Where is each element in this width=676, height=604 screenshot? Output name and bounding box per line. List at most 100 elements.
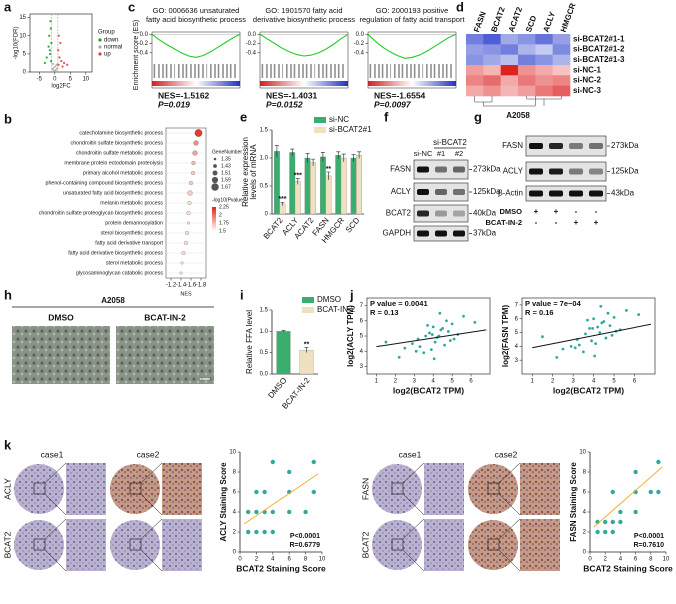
tissue-core <box>372 520 422 570</box>
point <box>430 333 434 336</box>
x-tick-label: 5 <box>69 77 73 83</box>
annotation: R = 0.13 <box>370 308 399 317</box>
x-axis-label: log2FC <box>51 84 71 90</box>
dot <box>188 180 194 186</box>
annotation: R = 0.16 <box>525 308 554 317</box>
y-tick-label: 3 <box>360 364 364 370</box>
point <box>58 56 61 59</box>
legend-title: GeneNumber <box>212 149 242 155</box>
bar <box>325 175 332 215</box>
blot-strip <box>525 161 607 182</box>
x-tick-label: 0 <box>53 77 57 83</box>
color-bar <box>212 227 216 230</box>
y-tick-label: -0.2 <box>138 41 149 47</box>
x-tick-label: 2 <box>255 557 259 563</box>
point <box>424 334 428 338</box>
annotation: R=0.7610 <box>633 542 664 549</box>
point <box>439 328 443 332</box>
case-label: case1 <box>41 449 64 459</box>
x-axis-label: BCAT2 Staining Score <box>583 563 673 573</box>
point <box>443 343 446 347</box>
size-label: 40kDa <box>473 209 497 218</box>
point <box>608 324 612 328</box>
dot <box>179 271 183 275</box>
barcode <box>153 64 236 78</box>
y-tick-label: 0 <box>265 212 269 218</box>
size-key-label: 1.67 <box>221 184 231 190</box>
color-bar <box>212 211 216 214</box>
point <box>577 343 581 347</box>
x-tick-label: 6 <box>634 557 638 563</box>
treatment-label: DMSO <box>500 207 523 216</box>
y-tick-label: 0.0 <box>260 372 269 378</box>
point <box>441 327 445 330</box>
panel-letter: k <box>4 437 12 452</box>
band <box>453 189 465 195</box>
x-tick-label: 1 <box>375 379 379 385</box>
size-label: 125kDa <box>473 187 501 196</box>
treatment-sign: - <box>555 218 558 227</box>
point <box>270 529 275 535</box>
bar <box>356 155 363 215</box>
x-tick-label: 6 <box>288 557 292 563</box>
category-label: catecholamine biosynthetic process <box>79 130 163 136</box>
legend-title: Group <box>98 30 115 36</box>
y-axis-label: -log10(FDR) <box>14 26 20 59</box>
x-tick-label: 8 <box>649 557 653 563</box>
legend-swatch <box>314 117 326 123</box>
x-tick-label: 2 <box>394 379 398 385</box>
heat-cell <box>500 85 519 97</box>
heat-cell <box>552 44 571 55</box>
category-label: sterol biosynthetic process <box>101 230 164 236</box>
y-tick-label: 10 <box>229 450 236 456</box>
point <box>422 351 426 355</box>
point <box>599 304 603 308</box>
heat-cell <box>483 34 501 45</box>
y-tick-label: 6 <box>515 316 519 322</box>
gsea-title: fatty acid biosynthetic process <box>146 15 246 24</box>
point <box>270 509 275 515</box>
band <box>453 166 465 173</box>
band <box>589 190 603 197</box>
heat-cell <box>518 44 536 55</box>
point <box>246 509 251 515</box>
error-bar <box>274 145 279 157</box>
error-bar <box>311 158 316 166</box>
y-axis-label: Enrichment score (ES) <box>133 20 140 90</box>
band <box>549 168 563 175</box>
color-key-label: 1.5 <box>219 228 226 234</box>
point <box>592 317 596 321</box>
legend-swatch <box>302 307 314 313</box>
point <box>633 509 638 515</box>
point <box>433 340 437 344</box>
y-axis-label: log2(ACLY TPM) <box>346 305 355 367</box>
category-label: phenol-containing compound biosynthetic … <box>46 180 164 186</box>
category-label: chondroitin sulfate metabolic process <box>76 150 164 156</box>
point <box>63 61 66 65</box>
column-label: HMGCR <box>559 2 578 34</box>
point <box>428 331 431 335</box>
row-label: si-NC-1 <box>573 65 602 74</box>
point <box>432 357 436 361</box>
color-key-label: 2 <box>219 212 222 218</box>
x-tick-label: -1.4 <box>176 283 187 289</box>
zoom-image <box>424 463 464 515</box>
dot <box>186 210 191 216</box>
point <box>254 489 259 495</box>
x-axis-label: NES <box>180 291 192 297</box>
column-label: SCD <box>524 14 538 33</box>
plot-frame <box>367 31 457 89</box>
dot <box>190 170 196 176</box>
heat-cell <box>535 44 553 55</box>
category-label: glycosaminoglycan catabolic process <box>76 270 163 276</box>
heat-cell <box>552 54 571 66</box>
bar <box>335 155 342 215</box>
point <box>303 509 308 515</box>
heat-cell <box>483 85 501 97</box>
x-tick-label: 1 <box>531 379 535 385</box>
heat-cell <box>518 85 536 97</box>
y-axis-label: levels of mRNA <box>249 144 258 200</box>
color-bar <box>212 209 216 212</box>
zoom-lines <box>498 518 521 572</box>
point <box>591 327 594 330</box>
